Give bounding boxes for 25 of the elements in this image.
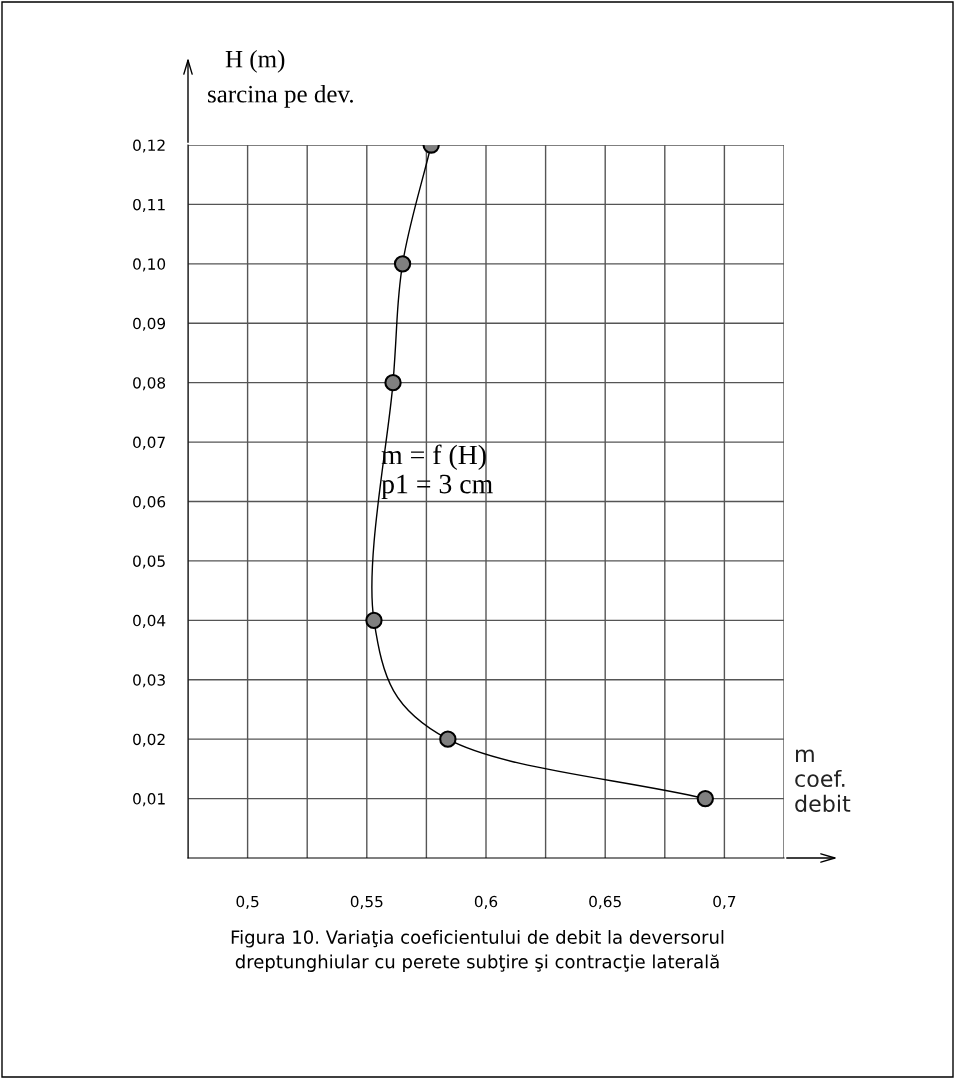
text: Figura 10. Variaţia coeficientului de debit la deversorul dreptunghiular cu perete subţire şi contracţie laterală — [231, 930, 724, 972]
y-tick-label: 0,11 — [133, 198, 165, 212]
y-tick-label: 0,08 — [133, 377, 166, 391]
x-tick-label: 0,55 — [350, 895, 383, 909]
y-tick-label: 0,10 — [133, 258, 166, 272]
point — [393, 255, 412, 273]
point — [365, 611, 383, 630]
y-tick-label: 0,07 — [133, 436, 165, 450]
y-tick-label: 0,05 — [133, 555, 165, 569]
x-tick-label: 0,5 — [236, 895, 259, 909]
x-axis-title: m coef. debit — [795, 749, 851, 812]
y-axis-title: H (m) sarcina pe dev. — [208, 50, 353, 108]
y-tick-label: 0,06 — [133, 495, 166, 510]
y-tick-label: 0,03 — [133, 674, 165, 688]
y-tick-label: 0,12 — [133, 139, 165, 153]
point — [439, 730, 457, 748]
x-tick-label: 0,65 — [589, 895, 621, 909]
y-tick-label: 0,04 — [133, 614, 166, 628]
x-tick-label: 0,7 — [713, 895, 736, 909]
point — [384, 373, 402, 392]
y-tick-label: 0,02 — [133, 733, 165, 747]
y-tick-label: 0,01 — [133, 793, 165, 807]
point — [696, 789, 715, 808]
x-tick-label: 0,6 — [474, 895, 498, 909]
y-tick-label: 0,09 — [133, 317, 166, 331]
